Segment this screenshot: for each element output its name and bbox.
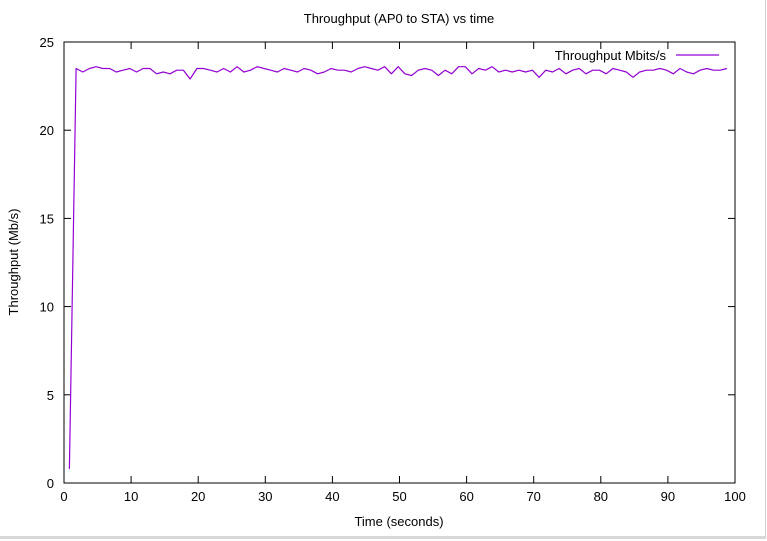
y-axis-label: Throughput (Mb/s) <box>6 209 21 316</box>
x-axis-label: Time (seconds) <box>354 514 443 529</box>
y-tick-label: 20 <box>40 123 54 138</box>
x-tick-label: 80 <box>594 489 608 504</box>
x-tick-label: 60 <box>459 489 473 504</box>
y-tick-label: 15 <box>40 211 54 226</box>
legend-label: Throughput Mbits/s <box>555 48 667 63</box>
x-tick-label: 70 <box>526 489 540 504</box>
x-tick-label: 50 <box>392 489 406 504</box>
y-tick-label: 10 <box>40 300 54 315</box>
x-tick-label: 20 <box>191 489 205 504</box>
y-tick-label: 0 <box>47 476 54 491</box>
x-tick-label: 10 <box>124 489 138 504</box>
series-layer <box>68 66 728 469</box>
x-tick-label: 30 <box>258 489 272 504</box>
plot-border <box>63 41 736 484</box>
y-tick-label: 5 <box>47 388 54 403</box>
series-line <box>68 66 728 469</box>
legend: Throughput Mbits/s <box>555 48 719 63</box>
chart-title: Throughput (AP0 to STA) vs time <box>304 11 495 26</box>
y-tick-label: 25 <box>40 35 54 50</box>
x-tick-label: 90 <box>661 489 675 504</box>
x-tick-label: 40 <box>325 489 339 504</box>
x-tick-label: 0 <box>60 489 67 504</box>
x-tick-label: 100 <box>724 489 746 504</box>
axes: 0 10 20 30 40 50 60 70 80 90 100 0 5 10 15 20 25 <box>40 35 746 504</box>
